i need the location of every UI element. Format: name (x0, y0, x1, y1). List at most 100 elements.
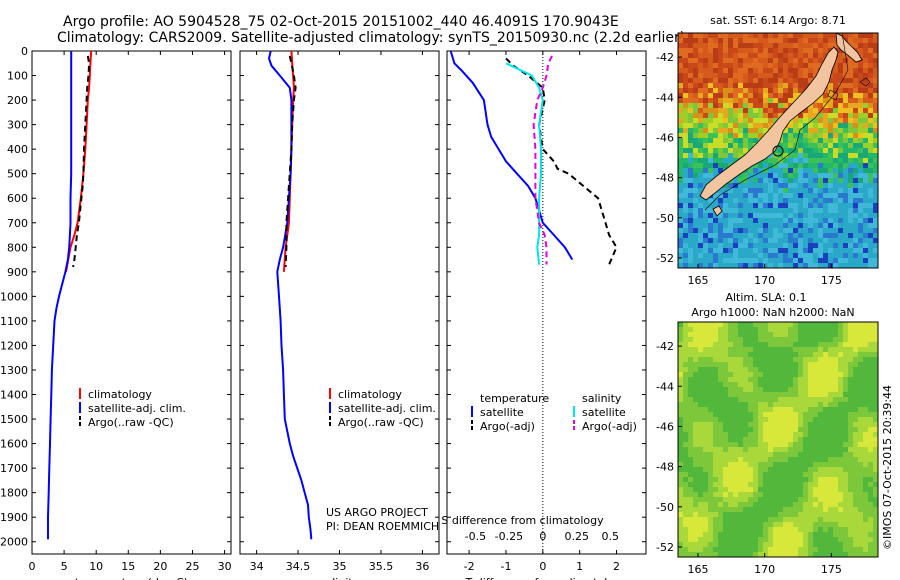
temperature-panel: 0 5 10 15 20 25 300100200300400500600700800900… (0, 45, 232, 580)
series-line (72, 55, 91, 268)
sst-heatmap-cells (678, 33, 878, 268)
series-line (505, 57, 618, 265)
x-axis-label: temperature (deg C) (75, 576, 188, 580)
north-island-land (835, 33, 863, 63)
isobath (704, 33, 871, 211)
x-tick-label: 15 (121, 560, 135, 573)
x-tick-label: 0 (539, 560, 546, 573)
y-tick-label: 700 (7, 217, 28, 230)
sst-map-frame (677, 32, 879, 269)
map-x-tick-label: 165 (688, 563, 709, 576)
legend-header-salinity: salinity (582, 392, 622, 405)
y-tick-label: 1000 (0, 290, 28, 303)
legend-label: climatology (338, 388, 402, 401)
x-tick-label: 36 (415, 560, 429, 573)
y-tick-label: 200 (7, 94, 28, 107)
legend-label: satellite-adj. clim. (338, 402, 436, 415)
map-y-tick-label: -52 (656, 252, 674, 265)
map-x-tick-label: 165 (688, 274, 709, 287)
x-tick-label: 25 (185, 560, 199, 573)
y-tick-label: 300 (7, 119, 28, 132)
series-line (65, 50, 93, 272)
sla-map-title: Altim. SLA: 0.1 (725, 291, 806, 304)
y-tick-label: 1700 (0, 462, 28, 475)
x-tick-label-top: -0.25 (495, 530, 523, 543)
x-tick-label-top: -0.5 (465, 530, 486, 543)
map-x-tick-label: 175 (821, 274, 842, 287)
x-tick-label: -2 (464, 560, 475, 573)
south-island-land (699, 46, 839, 201)
legend-header-temperature: temperature (480, 392, 549, 405)
x-tick-label: 35 (333, 560, 347, 573)
series-line (532, 55, 553, 265)
y-tick-label: 1500 (0, 413, 28, 426)
plot-frame (239, 50, 440, 555)
stewart-island-land (712, 205, 723, 217)
map-x-tick-label: 175 (821, 563, 842, 576)
legend-label: Argo(-adj) (582, 420, 637, 433)
series-line (449, 50, 574, 261)
map-y-tick-label: -42 (656, 340, 674, 353)
series-line (284, 55, 297, 267)
imos-timestamp: ©IMOS 07-Oct-2015 20:39:44 (881, 385, 894, 550)
legend-label: satellite (582, 406, 626, 419)
x-tick-label: 34.5 (286, 560, 311, 573)
series-line (267, 50, 313, 540)
plot-frame (31, 50, 232, 555)
credit-line-1: US ARGO PROJECT (326, 506, 428, 519)
salinity-panel: 34 34.5 35 35.5 36 salinity climatologysatelli… (239, 50, 440, 580)
x-tick-label: 2 (613, 560, 620, 573)
series-line (47, 51, 73, 540)
x-tick-label: 10 (89, 560, 103, 573)
header-line-2: Climatology: CARS2009. Satellite-adjuste… (57, 30, 685, 46)
y-tick-label: 100 (7, 70, 28, 83)
legend-label: satellite-adj. clim. (88, 402, 186, 415)
y-tick-label: 0 (21, 45, 28, 58)
map-y-tick-label: -52 (656, 541, 674, 554)
map-y-tick-label: -46 (656, 420, 674, 433)
y-tick-label: 1800 (0, 487, 28, 500)
map-y-tick-label: -44 (656, 380, 674, 393)
legend-label: Argo(..raw -QC) (338, 416, 424, 429)
header-line-1: Argo profile: AO 5904528_75 02-Oct-2015 … (63, 14, 619, 30)
y-tick-label: 600 (7, 192, 28, 205)
x-tick-label: 5 (61, 560, 68, 573)
series-line (505, 62, 544, 265)
x-tick-label: 30 (218, 560, 232, 573)
sla-map-frame (677, 321, 879, 558)
map-y-tick-label: -48 (656, 461, 674, 474)
legend-label: Argo(-adj) (480, 420, 535, 433)
sst-map-title: sat. SST: 6.14 Argo: 8.71 (710, 14, 846, 27)
map-x-tick-label: 170 (754, 274, 775, 287)
y-tick-label: 1900 (0, 511, 28, 524)
y-tick-label: 2000 (0, 536, 28, 549)
y-tick-label: 800 (7, 241, 28, 254)
map-y-tick-label: -42 (656, 51, 674, 64)
plot-frame (446, 50, 647, 555)
legend-label: Argo(..raw -QC) (88, 416, 174, 429)
x-tick-label: -1 (500, 560, 511, 573)
legend-label: satellite (480, 406, 524, 419)
map-y-tick-label: -48 (656, 172, 674, 185)
y-tick-label: 1600 (0, 438, 28, 451)
x-axis-label: T difference from climatology (465, 576, 628, 580)
map-y-tick-label: -46 (656, 131, 674, 144)
x-tick-label: 1 (576, 560, 583, 573)
map-x-tick-label: 170 (754, 563, 775, 576)
x-tick-label: 0 (29, 560, 36, 573)
y-tick-label: 900 (7, 266, 28, 279)
x-tick-label: 34 (250, 560, 264, 573)
map-y-tick-label: -50 (656, 501, 674, 514)
y-tick-label: 1300 (0, 364, 28, 377)
x-tick-label: 35.5 (369, 560, 394, 573)
difference-panel: -2 -1 0 1 2 T difference from climatology S di… (441, 50, 647, 580)
x-tick-label-top: 0.5 (602, 530, 620, 543)
sst-map: sat. SST: 6.14 Argo: 8.71 165 170 175 -42 -4… (656, 14, 879, 287)
y-tick-label: 500 (7, 168, 28, 181)
x-tick-label: 20 (153, 560, 167, 573)
sla-heatmap-cells (678, 322, 878, 557)
y-tick-label: 1200 (0, 339, 28, 352)
sla-map: Altim. SLA: 0.1 Argo h1000: NaN h2000: N… (656, 291, 879, 576)
map-y-tick-label: -44 (656, 91, 674, 104)
